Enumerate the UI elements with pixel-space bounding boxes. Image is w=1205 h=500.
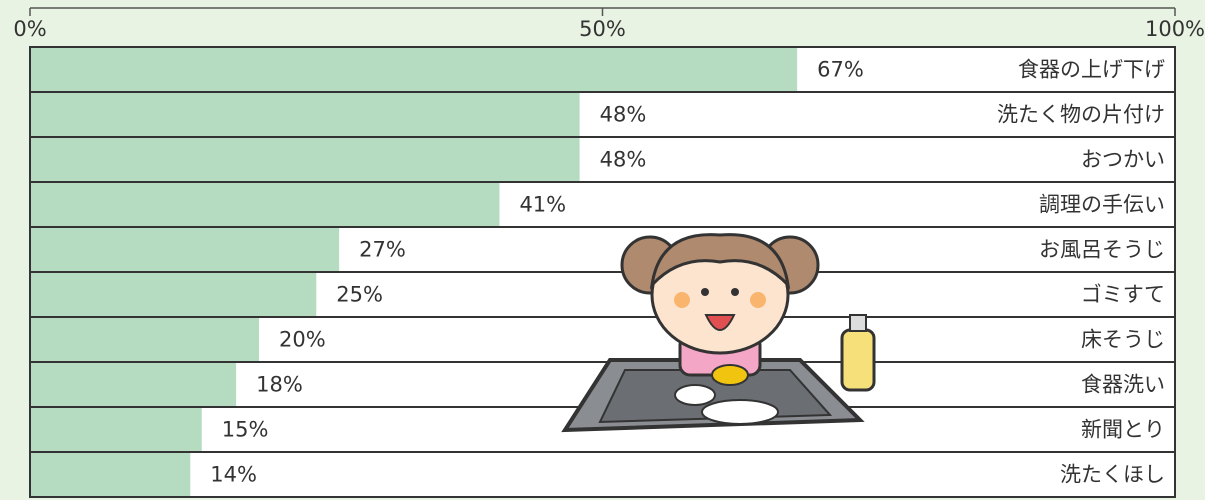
illustration: [0, 0, 1205, 500]
bottle: [842, 315, 874, 390]
page: 0%50%100%67%食器の上げ下げ48%洗たく物の片付け48%おつかい41%…: [0, 0, 1205, 500]
